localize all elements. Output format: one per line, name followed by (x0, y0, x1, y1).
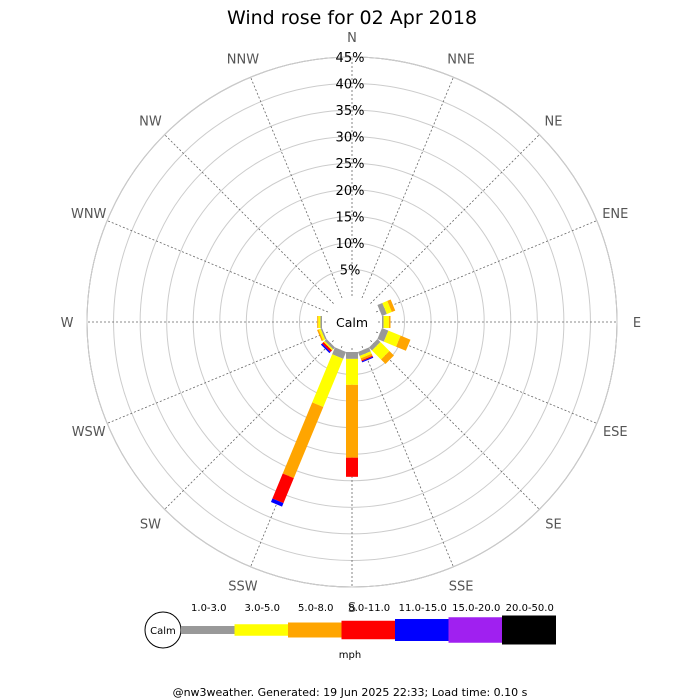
grid-spoke (250, 77, 343, 299)
calm-circle-group: Calm (326, 296, 378, 348)
grid-spoke (361, 345, 454, 567)
direction-label: SSE (449, 579, 474, 594)
legend-swatch (234, 624, 289, 636)
direction-label: S (348, 601, 356, 616)
bar-E-1 (383, 316, 389, 328)
radial-tick-label: 15% (336, 210, 365, 225)
wind-bars (270, 299, 411, 507)
direction-label: WNW (71, 207, 107, 222)
direction-label: W (61, 316, 74, 331)
bar-SSE-0 (357, 347, 371, 356)
direction-labels: N NNE NE ENE E ESE SE SSE S SSW SW WSW W WNW NW NNW (61, 31, 642, 616)
legend-bin-label: 20.0-50.0 (506, 603, 554, 614)
direction-label: NNW (227, 53, 259, 68)
bar-ENE-1 (382, 300, 392, 315)
radial-tick-labels: 5% 10% 15% 20% 25% 30% 35% 40% 45% (336, 51, 365, 278)
legend-bin-label: 5.0-8.0 (298, 603, 333, 614)
chart-title: Wind rose for 02 Apr 2018 (227, 7, 477, 29)
legend-bin-label: 15.0-20.0 (452, 603, 500, 614)
radial-tick-label: 30% (336, 131, 365, 146)
legend-bin-label: 11.0-15.0 (399, 603, 447, 614)
direction-label: E (633, 316, 641, 331)
bar-SSE-1 (359, 351, 372, 359)
bar-W-1 (318, 316, 321, 328)
bar-W-0 (320, 316, 322, 328)
legend-swatch (288, 622, 342, 638)
bar-ESE-2 (396, 335, 411, 351)
calm-label: Calm (336, 315, 368, 330)
radial-tick-label: 5% (340, 263, 361, 278)
direction-label: SE (545, 518, 561, 533)
legend-calm-label: Calm (150, 626, 176, 637)
bar-SSW-4 (270, 498, 284, 507)
legend-swatch (395, 619, 449, 641)
bar-WSW-0 (320, 327, 327, 340)
bar-SW-4 (320, 343, 331, 354)
calm-circle (326, 296, 378, 348)
legend-unit-label: mph (339, 650, 361, 661)
direction-label: SW (140, 518, 161, 533)
bar-S-2 (346, 384, 358, 458)
bar-SSE-4 (361, 356, 374, 363)
bar-SSW-0 (332, 347, 347, 359)
bar-E-0 (382, 316, 384, 328)
direction-label: NE (545, 114, 563, 129)
bar-ENE-2 (387, 299, 396, 312)
direction-label: ENE (602, 207, 628, 222)
radial-tick-label: 20% (336, 184, 365, 199)
speed-legend: Calm 1.0-3.0 3.0-5.0 5.0-8.0 8.0-11.0 11.0-15… (144, 603, 556, 661)
radial-tick-label: 25% (336, 157, 365, 172)
bar-ESE-0 (377, 327, 389, 342)
grid-ring (86, 56, 618, 588)
bar-SW-0 (324, 338, 336, 350)
bar-SSW-1 (312, 354, 344, 407)
radial-tick-label: 35% (336, 104, 365, 119)
bar-SE-0 (368, 338, 381, 351)
radial-tick-label: 10% (336, 237, 365, 252)
bar-SSW-2 (282, 402, 324, 479)
bar-WSW-1 (318, 328, 326, 341)
bar-S-0 (346, 352, 358, 359)
legend-swatch (341, 620, 396, 640)
legend-swatch (502, 615, 556, 645)
direction-label: N (347, 31, 357, 46)
legend-bin-label: 3.0-5.0 (245, 603, 280, 614)
grid-spoke (164, 134, 334, 304)
grid-spoke (370, 134, 540, 304)
bar-SW-1 (323, 340, 334, 351)
direction-label: NW (139, 114, 162, 129)
bar-SSW-3 (272, 473, 294, 504)
direction-label: ESE (603, 425, 628, 440)
legend-swatch (181, 626, 235, 634)
grid-spoke (375, 220, 597, 313)
grid-spoke (107, 220, 329, 313)
legend-swatch (448, 617, 503, 643)
grid-spoke (370, 340, 540, 510)
grid-spoke (107, 331, 329, 424)
grid-spoke (361, 77, 454, 299)
direction-label: NNE (447, 53, 475, 68)
bar-SW-3 (322, 341, 333, 352)
direction-label: WSW (72, 425, 106, 440)
radial-tick-label: 45% (336, 51, 365, 66)
bar-W-2 (317, 316, 319, 328)
bar-ESE-1 (383, 330, 401, 347)
bar-S-1 (346, 358, 358, 385)
legend-bin-label: 8.0-11.0 (348, 603, 390, 614)
bar-E-2 (388, 316, 391, 328)
legend-bin-label: 1.0-3.0 (191, 603, 226, 614)
grid-spoke (375, 331, 597, 424)
direction-label: SSW (228, 579, 258, 594)
bar-WSW-2 (317, 329, 324, 342)
bar-ENE-0 (377, 302, 387, 317)
grid-ring (166, 136, 538, 508)
bar-SSE-2 (360, 353, 373, 361)
radial-tick-label: 40% (336, 78, 365, 93)
bar-SE-1 (371, 341, 390, 360)
bar-SSE-3 (361, 355, 373, 362)
bar-SE-2 (380, 350, 394, 364)
bar-S-3 (346, 457, 358, 477)
footer-text: @nw3weather. Generated: 19 Jun 2025 22:3… (173, 686, 528, 699)
